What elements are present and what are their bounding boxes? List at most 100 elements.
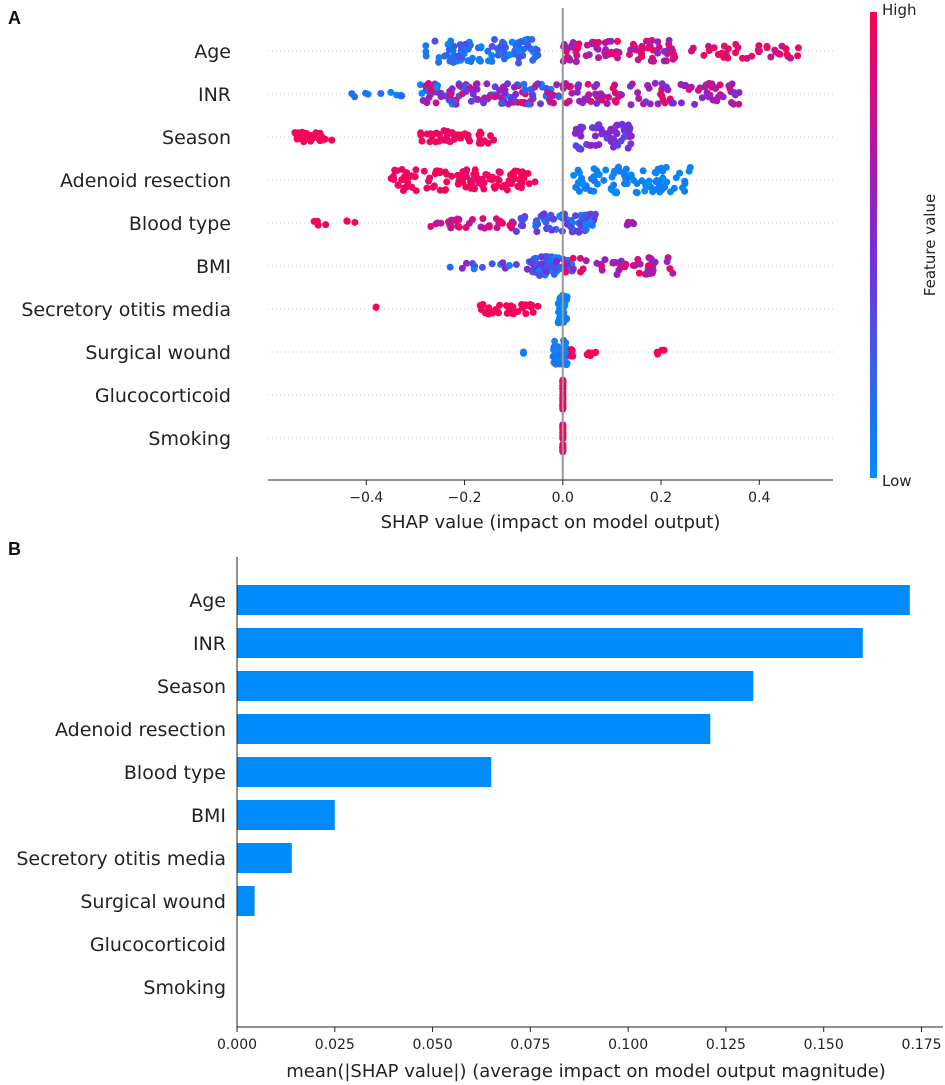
shap-point (611, 167, 619, 175)
shap-point (609, 135, 616, 143)
shap-point (681, 180, 689, 187)
shap-point (767, 53, 775, 61)
shap-point (443, 178, 451, 186)
shap-point (466, 137, 474, 145)
shap-point (591, 349, 599, 357)
shap-point (592, 124, 600, 132)
shap-point (515, 59, 523, 67)
shap-point (472, 170, 480, 178)
shap-point (537, 253, 545, 261)
shap-point (510, 83, 518, 91)
shap-point (598, 262, 606, 270)
shap-point (567, 43, 575, 51)
shap-point (422, 82, 430, 90)
shap-point (298, 128, 306, 136)
shap-point (609, 84, 617, 92)
shap-point (527, 85, 535, 93)
shap-point (646, 270, 654, 277)
shap-point (632, 46, 640, 54)
shap-point (431, 37, 439, 45)
shap-point (576, 254, 584, 262)
shap-point (508, 38, 516, 46)
shap-point (552, 346, 560, 354)
x-tick-label: 0.4 (748, 490, 770, 506)
shap-point (573, 52, 581, 60)
shap-beeswarm-chart: −0.4 −0.2 0.0 0.2 0.4 Age INR Season Adenoid re… (21, 1, 939, 533)
shap-point (568, 89, 576, 97)
shap-point (477, 43, 485, 51)
shap-point (639, 167, 647, 175)
row-guides (268, 50, 833, 439)
shap-point (551, 337, 559, 345)
shap-point (582, 52, 590, 60)
shap-point (616, 167, 624, 175)
shap-point (593, 167, 601, 175)
shap-point (573, 88, 581, 96)
shap-point (529, 268, 537, 276)
shap-point (555, 93, 563, 101)
shap-point (509, 303, 517, 311)
shap-point (521, 86, 529, 94)
shap-point (629, 262, 637, 269)
shap-point (582, 257, 590, 265)
shap-point (458, 131, 466, 139)
shap-point (515, 53, 523, 61)
shap-point (575, 40, 583, 48)
bar (237, 671, 754, 701)
shap-point (553, 257, 561, 265)
bar (237, 800, 335, 830)
shap-point (624, 127, 632, 135)
shap-point (418, 137, 426, 145)
shap-point (493, 224, 501, 232)
shap-point (776, 50, 784, 58)
feature-label: BMI (196, 256, 231, 278)
feature-label: INR (198, 84, 231, 106)
shap-point (718, 49, 726, 57)
shap-point (638, 45, 646, 53)
shap-point (653, 177, 661, 184)
panel-a-letter: A (8, 8, 21, 28)
shap-point (732, 49, 739, 57)
shap-point (585, 349, 593, 357)
shap-point (343, 217, 351, 225)
x-tick-label: 0.150 (804, 1037, 844, 1053)
shap-point (716, 91, 724, 99)
shap-point (634, 89, 642, 97)
shap-point (469, 260, 476, 267)
shap-point (576, 97, 583, 105)
shap-point (505, 100, 512, 108)
shap-point (512, 228, 520, 235)
shap-point (645, 262, 652, 270)
shap-point (475, 139, 483, 147)
shap-point (755, 47, 763, 55)
shap-point (688, 47, 695, 55)
shap-point (647, 57, 655, 65)
feature-label: Smoking (148, 428, 231, 450)
feature-label: INR (193, 633, 226, 655)
shap-point (491, 36, 498, 43)
shap-point (506, 308, 514, 316)
shap-point (487, 132, 494, 140)
shap-point (500, 182, 508, 189)
shap-point (547, 90, 554, 98)
shap-point (447, 37, 455, 45)
shap-point (427, 223, 435, 230)
shap-point (601, 39, 609, 47)
shap-point (478, 263, 486, 271)
shap-point (474, 96, 482, 103)
shap-point (547, 262, 555, 270)
shap-point (743, 54, 751, 62)
bar (237, 843, 292, 873)
shap-point (441, 186, 449, 194)
shap-point (569, 265, 577, 273)
shap-point (659, 174, 667, 182)
shap-point (566, 222, 574, 230)
shap-point (622, 260, 630, 268)
shap-point (482, 171, 490, 178)
shap-point (583, 41, 591, 49)
shap-point (662, 163, 670, 171)
shap-point (420, 167, 428, 175)
shap-point (495, 176, 503, 184)
shap-point (593, 99, 601, 107)
shap-point (462, 87, 470, 95)
